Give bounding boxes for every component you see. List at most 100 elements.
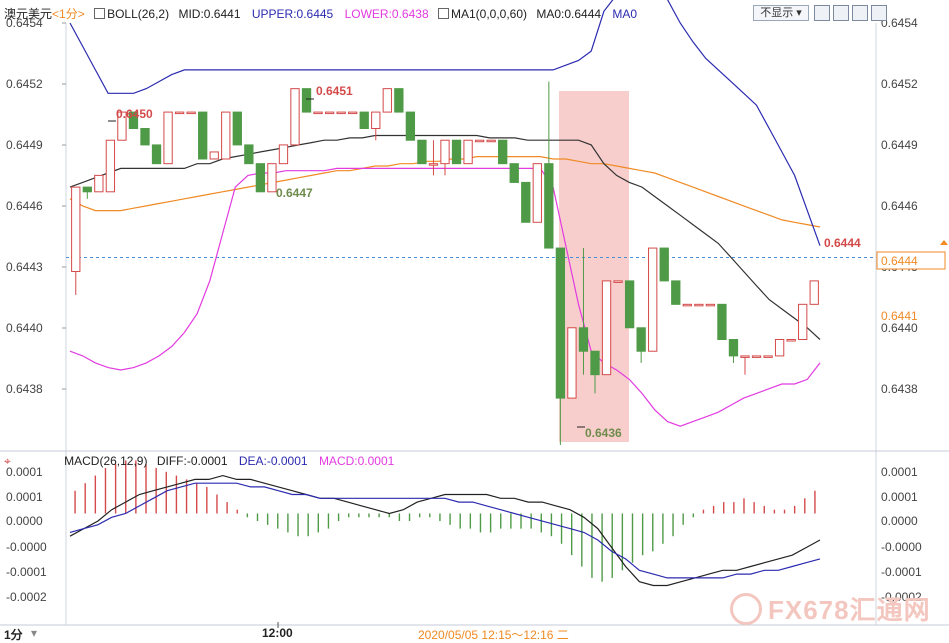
candle-body <box>394 88 404 113</box>
y-tick-right-label: 0.6449 <box>881 138 918 152</box>
candle-body <box>532 163 542 223</box>
candle-body <box>336 111 346 115</box>
candle-body <box>728 339 739 357</box>
dea-label: DEA:-0.0001 <box>238 454 308 468</box>
candle-body <box>648 247 658 352</box>
candle-body <box>567 327 577 399</box>
candle-body <box>786 339 796 342</box>
candle-body <box>763 355 773 358</box>
candle-body <box>128 111 139 130</box>
boll-upper-line <box>69 0 821 246</box>
y-tick-left-label: 0.6446 <box>6 199 43 213</box>
high-annotation-1: 0.6450 <box>116 107 153 121</box>
candle-body <box>324 111 335 115</box>
candle-body <box>498 139 508 165</box>
candle-body <box>717 303 727 341</box>
candle-body <box>521 181 531 223</box>
macd-tick-right-label: -0.0001 <box>881 565 922 579</box>
period-selector[interactable]: 1分 <box>4 628 23 642</box>
macd-tick-right-label: 0.0001 <box>881 490 918 504</box>
macd-tick-right-label: 0.0001 <box>881 465 918 479</box>
list-icon[interactable] <box>833 5 849 21</box>
candle-body <box>117 111 127 141</box>
macd-tick-right-label: -0.0000 <box>881 540 922 554</box>
macd-tick-right-label: -0.0002 <box>881 590 922 604</box>
candle-body <box>174 111 185 115</box>
candle-body <box>486 139 496 143</box>
candle-body <box>163 111 173 165</box>
candle-body <box>186 111 196 115</box>
macd-tick-left-label: 0.0001 <box>6 465 43 479</box>
candles <box>71 81 819 445</box>
hide-label: 不显示 <box>760 7 794 19</box>
grid-icon[interactable] <box>814 5 830 21</box>
macd-tick-left-label: 0.0001 <box>6 490 43 504</box>
candle-body <box>371 111 381 130</box>
ma0b-label: MA0 <box>612 7 638 21</box>
hide-dropdown[interactable]: 不显示 ▾ <box>753 5 809 21</box>
macd-tick-left-label: 0.0000 <box>6 514 43 528</box>
y-tick-right-label: 0.6452 <box>881 77 918 91</box>
boll-mid-line <box>69 134 821 340</box>
candle-body <box>267 163 277 193</box>
candle-body <box>140 128 150 146</box>
restore-icon[interactable] <box>852 5 868 21</box>
upper-label: UPPER:0.6445 <box>251 7 334 21</box>
candle-body <box>198 111 208 160</box>
ma-icon[interactable] <box>437 8 449 19</box>
macd-dea-line <box>69 482 821 579</box>
candle-body <box>474 139 485 143</box>
watermark: FX678汇通网 <box>730 590 931 627</box>
candle-body <box>232 111 242 146</box>
chevron-down-icon: ▾ <box>796 7 802 19</box>
candle-body <box>440 139 450 165</box>
candle-body <box>555 247 566 399</box>
y-tick-right-label: 0.6440 <box>881 321 918 335</box>
watermark-logo-icon <box>730 593 762 625</box>
low-annotation-2: 0.6436 <box>585 426 622 440</box>
macd-settings-icon[interactable]: ⌖ <box>4 454 11 468</box>
last-price-tag: 0.6444 <box>881 254 918 268</box>
period-tag[interactable]: <1分> <box>52 7 85 21</box>
macd-value-label: MACD:0.0001 <box>318 454 395 468</box>
candle-body <box>694 303 704 307</box>
candle-body <box>509 163 519 183</box>
y-tick-right-label: 0.6438 <box>881 382 918 396</box>
candle-body <box>740 355 750 358</box>
candle-body <box>590 350 600 376</box>
candle-body <box>209 151 219 160</box>
mid-label: MID:0.6441 <box>178 7 241 21</box>
candle-body <box>659 247 669 282</box>
lower-label: LOWER:0.6438 <box>344 7 429 21</box>
symbol-label: 澳元美元 <box>4 7 53 21</box>
macd-tick-left-label: -0.0002 <box>6 590 47 604</box>
low-annotation-1: 0.6447 <box>276 186 313 200</box>
candle-body <box>451 139 462 165</box>
candle-body <box>382 88 392 113</box>
high-annotation-2: 0.6451 <box>316 84 353 98</box>
chart-labels: 0.6454 0.6454 0.6452 0.6452 0.6449 0.6449 0.64… <box>6 16 948 628</box>
boll-icon[interactable] <box>94 8 106 19</box>
candle-body <box>578 327 589 352</box>
header-legend: 澳元美元<1分> BOLL(26,2) MID:0.6441 UPPER:0.6… <box>4 5 637 22</box>
candle-body <box>244 144 254 165</box>
candle-body <box>751 355 762 358</box>
macd-header: ⌖ MACD(26,12,9) DIFF:-0.0001 DEA:-0.0001… <box>4 454 394 469</box>
y-tick-right-label: 0.6454 <box>881 16 918 30</box>
candle-body <box>417 139 427 165</box>
macd-tick-left-label: -0.0000 <box>6 540 47 554</box>
y-tick-right-label: 0.6446 <box>881 199 918 213</box>
candle-body <box>636 327 646 352</box>
y-tick-left-label: 0.6438 <box>6 382 43 396</box>
candle-body <box>278 144 289 165</box>
boll-label: BOLL(26,2) <box>107 7 170 21</box>
candle-body <box>313 111 323 115</box>
candle-body <box>255 163 266 193</box>
ma-label: MA1(0,0,0,60) <box>450 7 528 21</box>
last-price-tag-box <box>876 251 946 270</box>
y-tick-left-label: 0.6449 <box>6 138 43 152</box>
close-icon[interactable] <box>871 5 887 21</box>
period-chevron-icon[interactable]: ▾ <box>31 626 38 640</box>
y-tick-left-label: 0.6440 <box>6 321 43 335</box>
